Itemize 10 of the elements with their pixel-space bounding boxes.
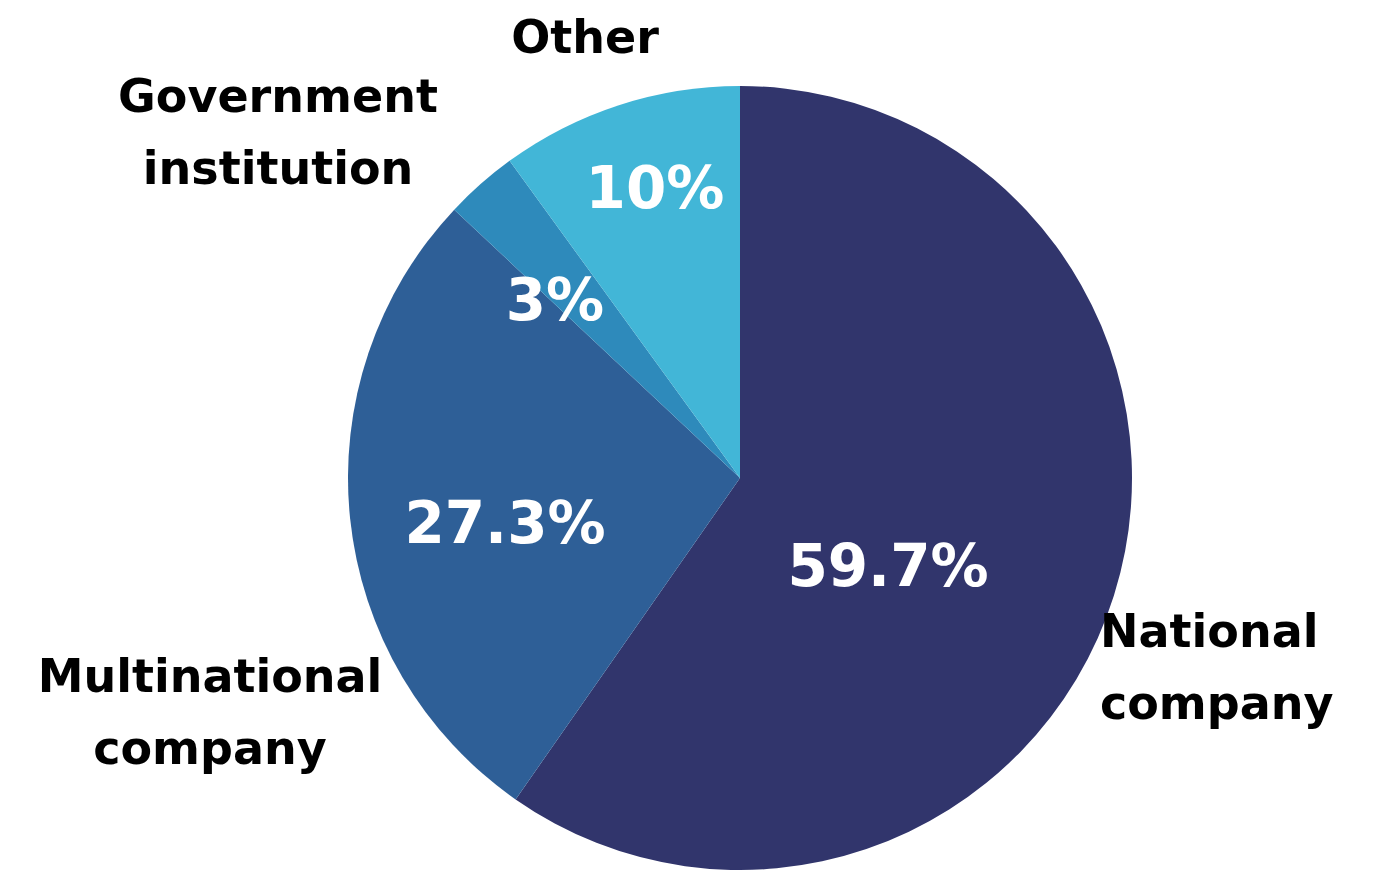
- slice-label: National company: [1100, 604, 1334, 730]
- data-label: 3%: [505, 266, 605, 334]
- slice-label: Government institution: [118, 69, 438, 195]
- pie-slice: [509, 86, 740, 478]
- data-label: 10%: [585, 154, 725, 222]
- pie-slice: [454, 160, 740, 478]
- data-label: 59.7%: [787, 532, 989, 600]
- slice-label: Multinational company: [37, 649, 383, 775]
- slice-label: Other: [511, 10, 660, 64]
- data-label: 27.3%: [404, 489, 606, 557]
